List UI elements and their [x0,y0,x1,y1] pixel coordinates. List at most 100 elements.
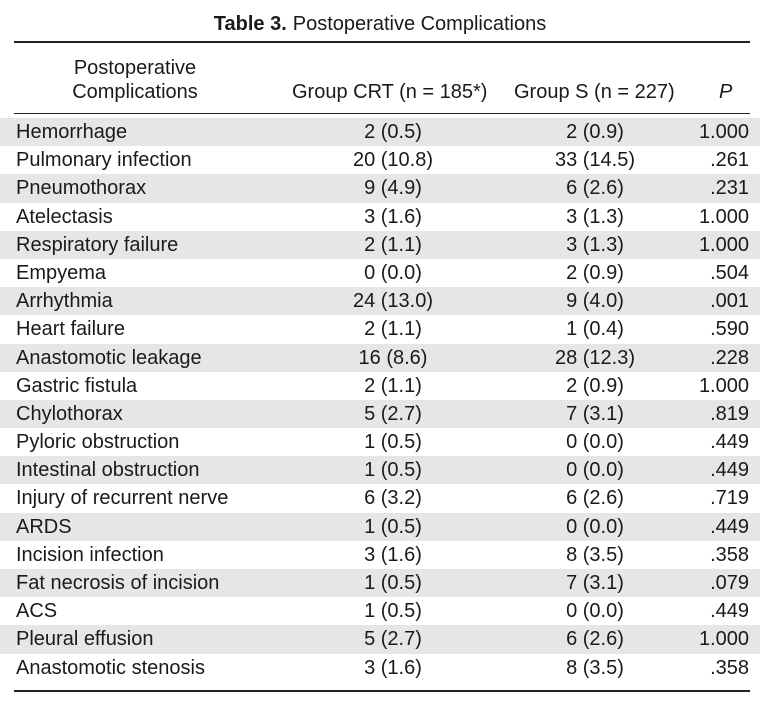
group-crt-value: 1 (0.5) [364,515,422,538]
group-s-value: 8 (3.5) [566,543,624,566]
complication-name: ACS [16,600,58,623]
group-crt-value: 3 (1.6) [364,543,422,566]
header-group-s: Group S (n = 227) [514,81,675,103]
complication-name: Anastomotic stenosis [16,656,205,679]
header-complications: Postoperative Complications [20,56,250,104]
complication-name: Intestinal obstruction [16,459,200,482]
header-complications-line1: Postoperative [73,57,197,79]
p-value: .504 [710,261,749,284]
table-row: Gastric fistula 2 (1.1) 2 (0.9) 1.000 [0,372,760,400]
group-s-value: 0 (0.0) [566,515,624,538]
table-caption-label: Table 3. [213,13,287,35]
group-crt-value: 0 (0.0) [364,261,422,284]
complication-name: Atelectasis [16,205,113,228]
group-s-value: 6 (2.6) [566,177,624,200]
p-value: .590 [710,318,749,341]
group-s-value: 0 (0.0) [566,459,624,482]
group-s-value: 3 (1.3) [566,205,624,228]
table-row: Intestinal obstruction 1 (0.5) 0 (0.0) .449 [0,456,760,485]
p-value: 1.000 [698,233,749,256]
group-crt-value: 1 (0.5) [364,600,422,623]
p-value: .228 [710,346,749,369]
table-row: Pleural effusion 5 (2.7) 6 (2.6) 1.000 [0,625,760,654]
group-s-value: 28 (12.3) [554,346,636,369]
complication-name: Empyema [16,261,107,284]
table-row: Pneumothorax 9 (4.9) 6 (2.6) .231 [0,174,760,203]
p-value: .449 [710,515,749,538]
header-complications-line2: Complications [72,81,198,103]
group-crt-value: 1 (0.5) [364,459,422,482]
group-s-value: 3 (1.3) [566,233,624,256]
table-row: Hemorrhage 2 (0.5) 2 (0.9) 1.000 [0,118,760,147]
table-row: ARDS 1 (0.5) 0 (0.0) .449 [0,512,760,541]
group-s-value: 7 (3.1) [566,572,624,594]
p-value: .358 [710,543,749,566]
group-crt-value: 6 (3.2) [364,487,422,510]
p-value: .231 [710,177,749,200]
group-s-value: 1 (0.4) [566,318,624,341]
group-crt-value: 20 (10.8) [352,149,434,172]
table-row: Injury of recurrent nerve 6 (3.2) 6 (2.6).… [0,484,760,512]
complication-name: Pneumothorax [16,177,147,200]
table-row: Chylothorax 5 (2.7) 7 (3.1) .819 [0,399,760,429]
complication-name: Pulmonary infection [16,149,192,172]
table-row: Anastomotic stenosis 3 (1.6) 8 (3.5) .358 [0,654,760,682]
group-s-value: 33 (14.5) [554,149,636,172]
group-crt-value: 3 (1.6) [364,656,422,679]
group-s-value: 2 (0.9) [566,121,624,143]
complication-name: Incision infection [16,543,164,566]
table-caption: Table 3. Postoperative Complications [0,10,760,38]
header-rule [14,113,750,114]
group-s-value: 2 (0.9) [566,261,624,284]
table-row: Respiratory failure 2 (1.1) 3 (1.3) 1.000 [0,230,760,259]
complication-name: Gastric fistula [16,374,138,397]
complication-name: Pyloric obstruction [16,431,180,454]
bottom-rule [14,690,750,692]
table-row: Pulmonary infection 20 (10.8) 33 (14.5) .26… [0,146,760,174]
p-value: 1.000 [698,121,749,143]
group-s-value: 6 (2.6) [566,487,624,510]
complication-name: Pleural effusion [16,628,154,651]
p-value: .001 [710,290,749,313]
complication-name: Fat necrosis of incision [16,572,220,594]
group-crt-value: 24 (13.0) [352,290,434,313]
complication-name: Arrhythmia [16,290,113,313]
table-body: Hemorrhage 2 (0.5) 2 (0.9) 1.000 Pulmonary i… [0,118,760,682]
group-crt-value: 5 (2.7) [364,402,422,425]
p-value: .079 [710,572,749,594]
group-s-value: 2 (0.9) [566,374,624,397]
p-value: .449 [710,459,749,482]
table-row: Pyloric obstruction 1 (0.5) 0 (0.0) .449 [0,428,760,456]
complication-name: Anastomotic leakage [16,346,202,369]
group-crt-value: 9 (4.9) [364,177,422,200]
group-s-value: 6 (2.6) [566,628,624,651]
complication-name: Heart failure [16,318,125,341]
complication-name: ARDS [16,515,72,538]
p-value: .261 [710,149,749,172]
table-row: Heart failure 2 (1.1) 1 (0.4) .590 [0,315,760,343]
group-crt-value: 16 (8.6) [358,346,428,369]
p-value: .449 [710,600,749,623]
header-p-value: P [719,81,733,103]
group-s-value: 8 (3.5) [566,656,624,679]
group-s-value: 0 (0.0) [566,600,624,623]
complication-name: Respiratory failure [16,233,179,256]
group-crt-value: 1 (0.5) [364,572,422,594]
p-value: 1.000 [698,628,749,651]
p-value: .358 [710,656,749,679]
group-crt-value: 2 (0.5) [364,121,422,143]
top-rule [14,41,750,43]
table-row: Atelectasis 3 (1.6) 3 (1.3) 1.000 [0,203,760,231]
complication-name: Chylothorax [16,402,123,425]
group-crt-value: 3 (1.6) [364,205,422,228]
table-row: Anastomotic leakage 16 (8.6) 28 (12.3) .228 [0,343,760,372]
table-caption-text: Postoperative Complications [292,13,547,35]
p-value: .449 [710,431,749,454]
complication-name: Injury of recurrent nerve [16,487,229,510]
table-row: Incision infection 3 (1.6) 8 (3.5) .358 [0,541,760,569]
header-group-crt: Group CRT (n = 185*) [292,81,488,103]
table-row: Fat necrosis of incision 1 (0.5) 7 (3.1) .0… [0,569,760,598]
table-row: ACS 1 (0.5) 0 (0.0) .449 [0,597,760,625]
group-s-value: 7 (3.1) [566,402,624,425]
p-value: .719 [710,487,749,510]
